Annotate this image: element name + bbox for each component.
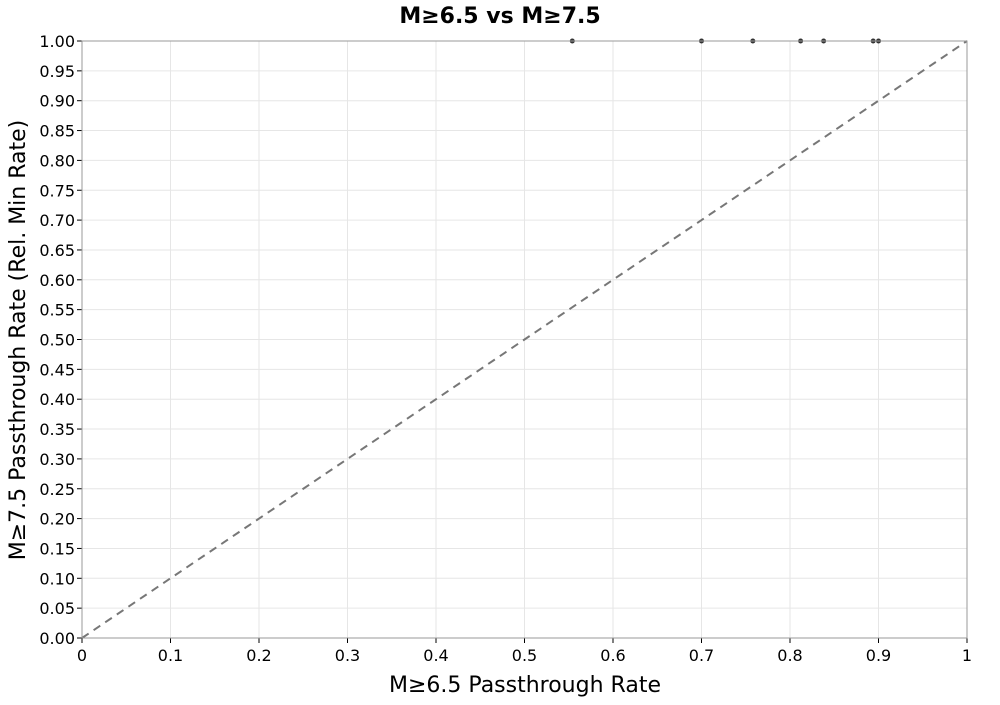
y-tick-label: 0.45 — [39, 360, 75, 379]
plot-frame — [81, 40, 968, 639]
reference-line-layer — [81, 40, 968, 639]
x-tick-label: 0.6 — [600, 646, 625, 665]
reference-diagonal-line — [81, 40, 968, 639]
x-tick-label: 0 — [77, 646, 87, 665]
y-tick-label: 0.35 — [39, 420, 75, 439]
x-tick-label: 0.4 — [423, 646, 448, 665]
x-tick-label: 1 — [962, 646, 972, 665]
y-tick-label: 0.30 — [39, 450, 75, 469]
y-axis-label: M≥7.5 Passthrough Rate (Rel. Min Rate) — [6, 120, 31, 561]
x-tick-label: 0.5 — [512, 646, 537, 665]
x-axis-label: M≥6.5 Passthrough Rate — [389, 673, 661, 698]
x-tick-label: 0.7 — [689, 646, 714, 665]
y-tick-label: 0.05 — [39, 599, 75, 618]
axes-layer: 0 0.1 0.2 0.3 0.4 0.5 0.6 0.7 0.8 0.9 1 0.00 0.05 0.1… — [39, 32, 972, 665]
y-tick-label: 0.80 — [39, 151, 75, 170]
y-tick-label: 0.75 — [39, 181, 75, 200]
y-tick-label: 0.00 — [39, 629, 75, 648]
y-tick-label: 1.00 — [39, 32, 75, 51]
x-tick-label: 0.1 — [158, 646, 183, 665]
y-tick-label: 0.85 — [39, 122, 75, 141]
x-tick-label: 0.3 — [335, 646, 360, 665]
y-tick-label: 0.60 — [39, 271, 75, 290]
y-tick-label: 0.10 — [39, 569, 75, 588]
y-tick-label: 0.50 — [39, 331, 75, 350]
y-tick-label: 0.40 — [39, 390, 75, 409]
x-tick-label: 0.9 — [866, 646, 891, 665]
y-tick-label: 0.20 — [39, 510, 75, 529]
chart-title: M≥6.5 vs M≥7.5 — [399, 4, 600, 29]
y-tick-label: 0.55 — [39, 301, 75, 320]
y-tick-label: 0.90 — [39, 92, 75, 111]
y-tick-label: 0.65 — [39, 241, 75, 260]
x-tick-label: 0.2 — [246, 646, 271, 665]
y-tick-label: 0.15 — [39, 539, 75, 558]
y-tick-label: 0.25 — [39, 480, 75, 499]
y-tick-label: 0.95 — [39, 62, 75, 81]
x-tick-label: 0.8 — [777, 646, 802, 665]
y-tick-label: 0.70 — [39, 211, 75, 230]
